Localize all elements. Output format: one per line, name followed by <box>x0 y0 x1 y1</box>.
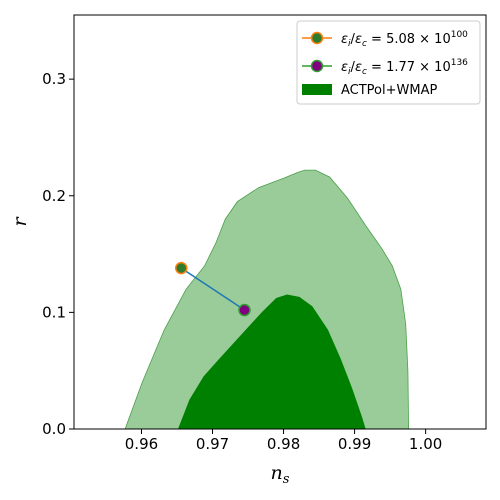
x-tick-label: 0.98 <box>267 435 300 453</box>
y-tick-label: 0.3 <box>42 70 66 88</box>
x-axis-ticks: 0.96 0.97 0.98 0.99 1.00 <box>125 429 442 453</box>
y-axis-ticks: 0.0 0.1 0.2 0.3 <box>42 70 74 438</box>
plot-frame <box>73 14 487 430</box>
legend-entry-series-2: εi/εc = 1.77 × 10136 <box>302 58 468 77</box>
x-tick-label: 0.97 <box>196 435 229 453</box>
legend-box <box>296 20 481 105</box>
legend: εi/εc = 5.08 × 10100 εi/εc = 1.77 × 1013… <box>296 20 481 105</box>
legend-marker-series-2 <box>310 59 324 73</box>
y-tick-label: 0.2 <box>42 187 66 205</box>
legend-entry-series-1: εi/εc = 5.08 × 10100 <box>302 30 468 49</box>
x-tick-label: 0.96 <box>125 435 158 453</box>
x-axis-label: ns <box>271 462 290 487</box>
y-tick-label: 0.0 <box>42 420 66 438</box>
y-tick-label: 0.1 <box>42 303 66 321</box>
legend-label-series-2: εi/εc = 1.77 × 10136 <box>341 58 468 77</box>
x-tick-label: 0.99 <box>338 435 371 453</box>
connector-line <box>180 267 245 311</box>
legend-swatch-contour <box>302 84 332 95</box>
y-axis-label: r <box>9 216 31 227</box>
x-tick-label: 1.00 <box>409 435 442 453</box>
legend-marker-series-1 <box>310 31 324 45</box>
contour-inner <box>177 294 366 429</box>
plot-area <box>124 169 410 429</box>
legend-entry-contour: ACTPol+WMAP <box>302 83 437 98</box>
data-point-series-1 <box>175 261 188 275</box>
legend-label-series-1: εi/εc = 5.08 × 10100 <box>341 30 468 49</box>
plot-clip-group <box>124 169 410 429</box>
data-point-series-2 <box>238 303 251 317</box>
legend-label-contour: ACTPol+WMAP <box>341 83 437 98</box>
